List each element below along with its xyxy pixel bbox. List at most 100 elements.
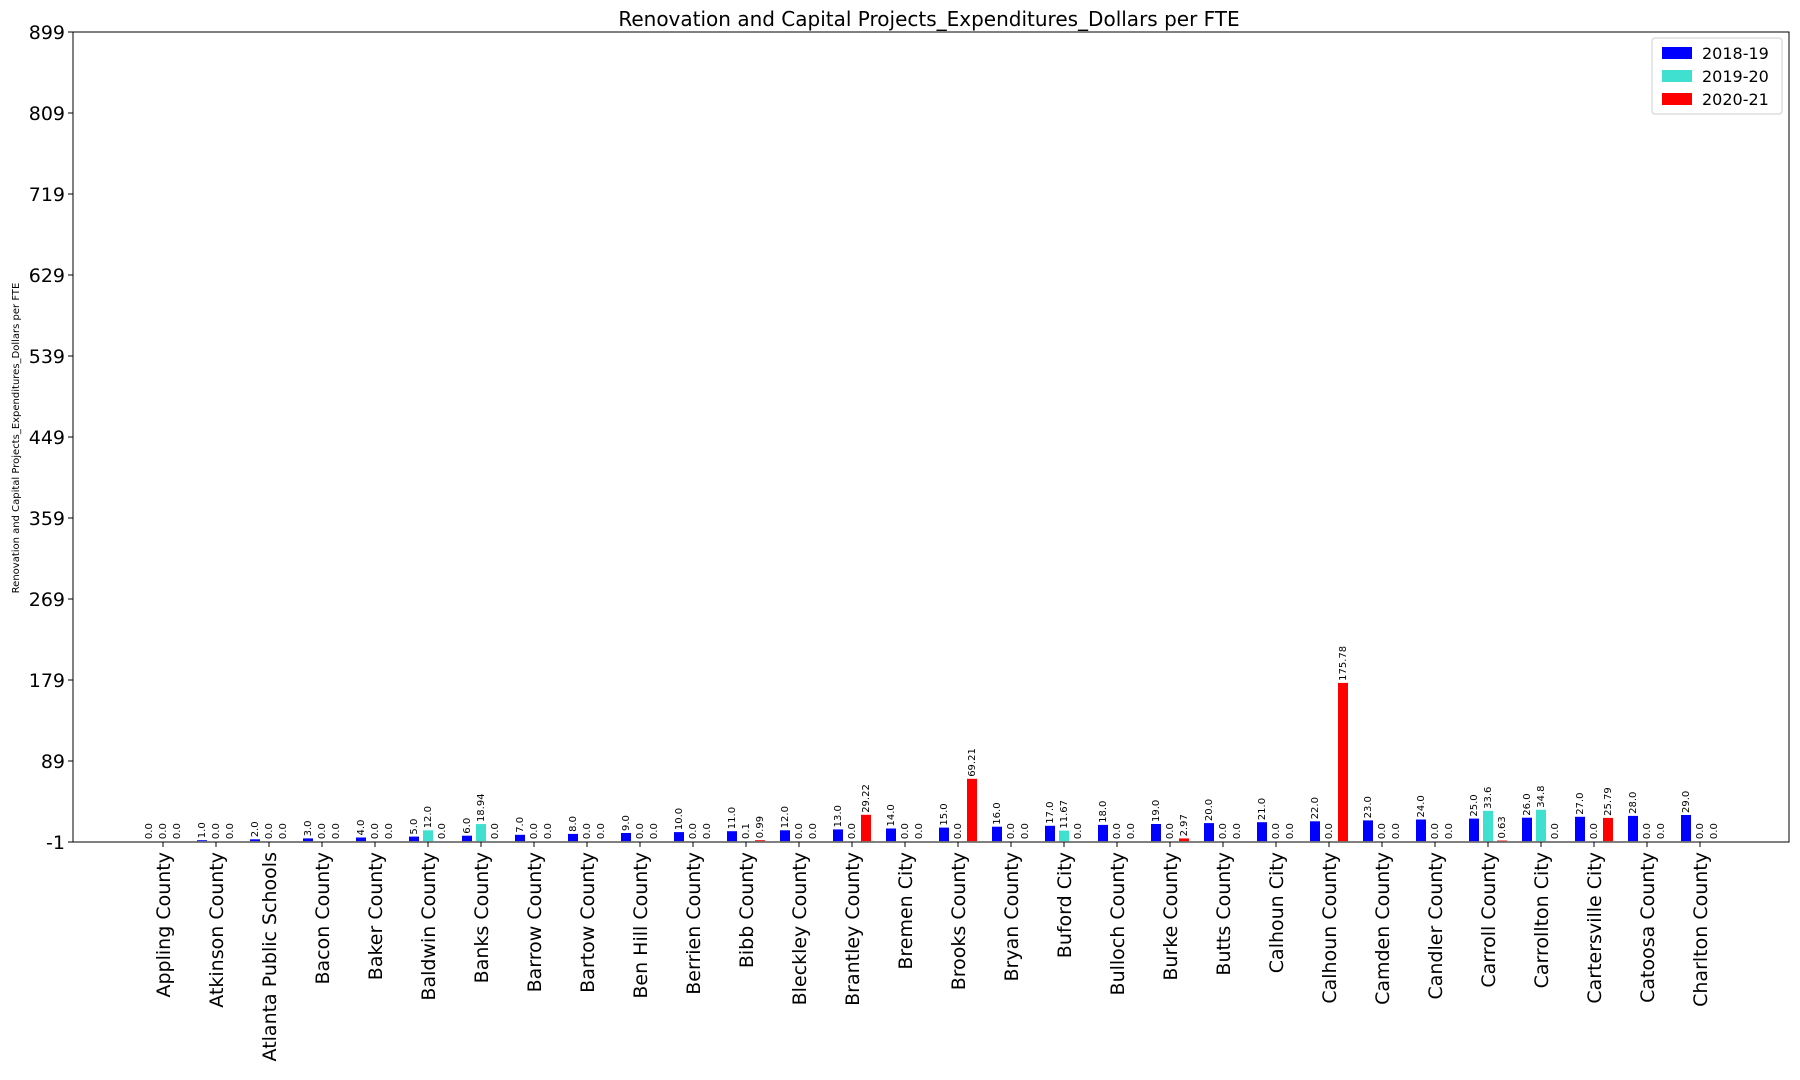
x-tick-label: Butts County (1213, 852, 1235, 976)
x-tick-label: Cartersville City (1584, 852, 1606, 1004)
data-label: 0.0 (437, 823, 448, 839)
x-tick-label: Candler County (1425, 852, 1447, 1000)
bar-2018-19 (1522, 817, 1532, 842)
legend-swatch (1662, 93, 1692, 105)
data-label: 0.0 (211, 823, 222, 839)
data-label: 0.0 (331, 823, 342, 839)
bar-2018-19 (939, 827, 949, 842)
bar-2018-19 (1416, 819, 1426, 842)
data-label: 4.0 (356, 820, 367, 836)
x-tick-label: Brantley County (842, 852, 864, 1006)
y-tick-label: 89 (41, 751, 65, 773)
data-label: 0.0 (1589, 823, 1600, 839)
x-tick-label: Baldwin County (418, 852, 440, 1001)
data-label: 175.78 (1338, 646, 1349, 681)
data-label: 33.6 (1483, 787, 1494, 809)
legend-label: 2018-19 (1702, 44, 1769, 63)
data-label: 6.0 (462, 818, 473, 834)
data-label: 0.0 (1656, 823, 1667, 839)
x-tick-label: Bremen City (895, 852, 917, 970)
data-label: 0.1 (741, 823, 752, 839)
bar-2018-19 (992, 826, 1002, 842)
bar-2020-21 (1497, 840, 1507, 842)
data-label: 0.0 (529, 823, 540, 839)
bar-2018-19 (1204, 823, 1214, 842)
bar-2018-19 (621, 833, 631, 842)
data-label: 0.0 (1112, 823, 1123, 839)
x-tick-label: Barrow County (524, 852, 546, 992)
x-tick-label: Atkinson County (206, 852, 228, 1008)
y-axis-label: Renovation and Capital Projects_Expendit… (11, 283, 22, 594)
x-tick-label: Bibb County (736, 852, 758, 968)
data-label: 12.0 (780, 806, 791, 828)
data-label: 18.94 (476, 793, 487, 822)
bar-2018-19 (1469, 818, 1479, 842)
data-label: 7.0 (515, 817, 526, 833)
data-label: 0.0 (794, 823, 805, 839)
data-label: 0.0 (384, 823, 395, 839)
x-tick-label: Buford City (1054, 852, 1076, 958)
data-label: 0.0 (900, 823, 911, 839)
bar-2019-20 (1059, 830, 1069, 842)
bar-2019-20 (1483, 810, 1493, 842)
bar-2020-21 (967, 778, 977, 842)
data-label: 0.63 (1497, 816, 1508, 838)
y-tick-label: 179 (29, 670, 65, 692)
data-label: 3.0 (303, 820, 314, 836)
data-label: 0.0 (808, 823, 819, 839)
bar-2018-19 (780, 830, 790, 842)
x-tick-label: Bulloch County (1107, 852, 1129, 995)
x-tick-label: Brooks County (948, 852, 970, 990)
data-label: 0.0 (635, 823, 646, 839)
data-label: 20.0 (1204, 799, 1215, 821)
x-tick-label: Camden County (1372, 852, 1394, 1005)
bar-2018-19 (1098, 824, 1108, 842)
data-label: 1.0 (197, 822, 208, 838)
legend: 2018-19 2019-20 2020-21 (1651, 37, 1783, 115)
bar-2018-19 (1045, 825, 1055, 842)
bar-2018-19 (1151, 824, 1161, 842)
data-label: 26.0 (1522, 793, 1533, 815)
data-label: 5.0 (409, 819, 420, 835)
x-tick-label: Banks County (471, 852, 493, 983)
bar-2019-20 (1536, 809, 1546, 842)
data-label: 24.0 (1416, 795, 1427, 817)
x-tick-label: Bleckley County (789, 852, 811, 1005)
data-label: 0.0 (914, 823, 925, 839)
x-tick-label: Berrien County (683, 852, 705, 995)
data-label: 29.22 (861, 784, 872, 813)
data-label: 0.0 (317, 823, 328, 839)
data-label: 11.0 (727, 807, 738, 829)
data-label: 25.79 (1603, 787, 1614, 816)
data-label: 25.0 (1469, 794, 1480, 816)
x-tick-label: Carrollton City (1531, 852, 1553, 988)
x-tick-label: Charlton County (1690, 852, 1712, 1007)
legend-swatch (1662, 70, 1692, 82)
bar-2018-19 (356, 837, 366, 842)
data-label: 0.0 (1285, 823, 1296, 839)
data-label: 0.0 (1218, 823, 1229, 839)
data-label: 0.0 (688, 823, 699, 839)
data-label: 0.0 (702, 823, 713, 839)
data-label: 0.0 (1550, 823, 1561, 839)
plot-frame (72, 31, 1790, 843)
y-axis: -1 89 179 269 359 449 539 629 719 809 899 (29, 22, 73, 854)
x-tick-label: Burke County (1160, 852, 1182, 981)
bar-2018-19 (833, 829, 843, 842)
data-label: 0.0 (490, 823, 501, 839)
y-tick-label: 719 (29, 184, 65, 206)
legend-swatch (1662, 47, 1692, 59)
data-label: 10.0 (674, 808, 685, 830)
data-label: 0.0 (1232, 823, 1243, 839)
bar-2018-19 (568, 833, 578, 842)
data-label: 0.0 (370, 823, 381, 839)
data-labels-group: 0.0 0.0 0.0 1.0 0.0 0.0 2.0 0.0 0.0 3.0 0.0 0.0 4.0 0… (144, 646, 1720, 839)
data-label: 19.0 (1151, 800, 1162, 822)
bar-2018-19 (1363, 820, 1373, 842)
data-label: 0.0 (582, 823, 593, 839)
data-label: 0.0 (847, 823, 858, 839)
data-label: 28.0 (1628, 792, 1639, 814)
legend-label: 2020-21 (1702, 90, 1769, 109)
data-label: 0.0 (1695, 823, 1706, 839)
